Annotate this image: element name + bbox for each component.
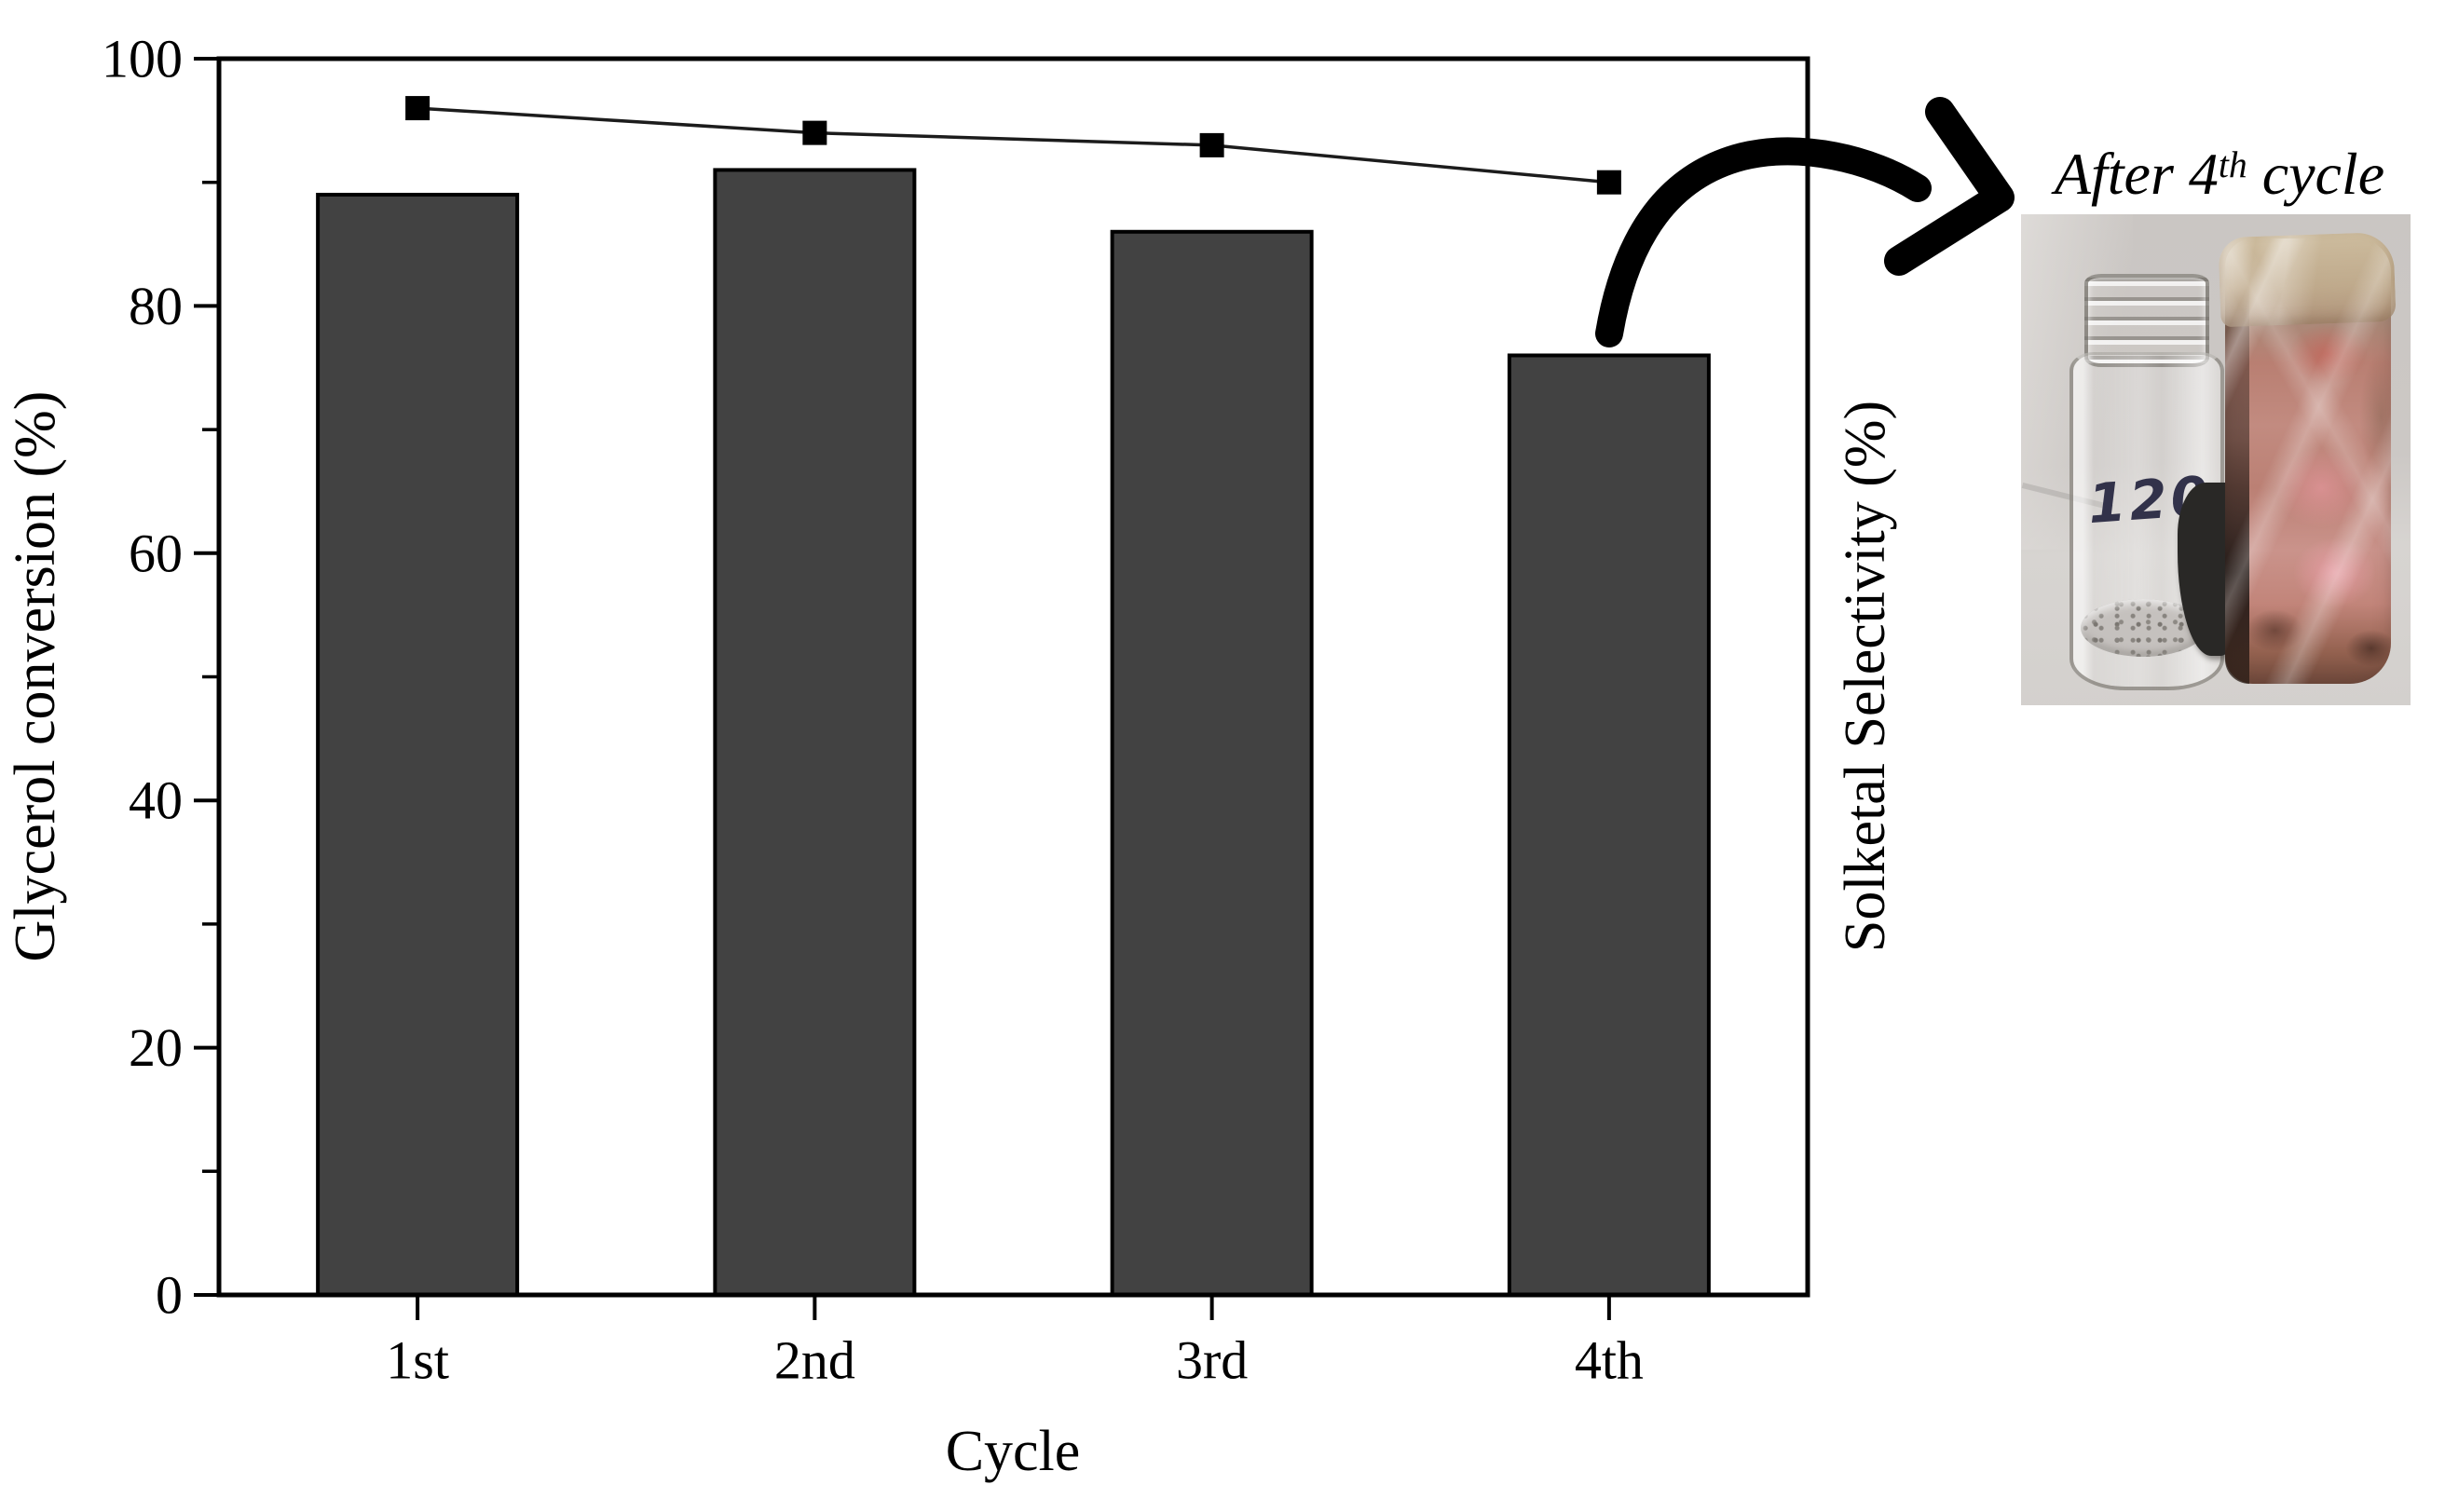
monolith-pink-patches [2225, 238, 2391, 684]
x-axis-title: Cycle [946, 1420, 1081, 1483]
x-tick-label: 1st [386, 1330, 449, 1391]
bar-3rd [1110, 229, 1314, 1297]
caption-text: After 4 [2054, 141, 2219, 207]
y-tick-label: 0 [156, 1265, 183, 1326]
y-tick-label: 40 [129, 770, 183, 831]
curved-arrow [1595, 97, 2015, 347]
photo-caption: After 4th cycle [2003, 140, 2436, 209]
bar-2nd [713, 168, 917, 1297]
y-tick-label: 100 [102, 29, 183, 89]
x-tick-label: 2nd [774, 1330, 855, 1391]
x-tick-label: 4th [1575, 1330, 1644, 1391]
catalyst-photo: 120 [2021, 214, 2411, 705]
y-tick-label: 80 [129, 276, 183, 336]
bar-series-group [316, 168, 1711, 1298]
arrow-head [1884, 97, 2015, 276]
bar-1st [316, 192, 520, 1298]
selectivity-line [417, 106, 1610, 184]
caption-superscript: th [2218, 144, 2247, 186]
y-axis-title-right: Solketal Selectivity (%) [1834, 401, 1897, 952]
selectivity-marker [405, 96, 430, 121]
plot-frame [216, 56, 1810, 1298]
wrapped-monolith [2218, 231, 2397, 684]
bar-4th [1507, 353, 1711, 1298]
x-axis-ticks: 1st 2nd 3rd 4th [386, 1295, 1644, 1391]
line-series-group [405, 96, 1621, 195]
y-tick-label: 60 [129, 523, 183, 583]
y-tick-label: 20 [129, 1017, 183, 1078]
y-axis-title-left: Glycerol conversion (%) [4, 391, 67, 962]
caption-text-suffix: cycle [2247, 141, 2385, 207]
monolith-plastic-sheen [2225, 238, 2391, 684]
arrow-shaft [1595, 137, 1932, 347]
y-axis-ticks: 0 20 40 60 80 100 [102, 29, 219, 1326]
selectivity-marker [1596, 170, 1621, 195]
selectivity-marker [802, 120, 827, 145]
x-tick-label: 3rd [1176, 1330, 1248, 1391]
selectivity-marker [1199, 132, 1224, 157]
